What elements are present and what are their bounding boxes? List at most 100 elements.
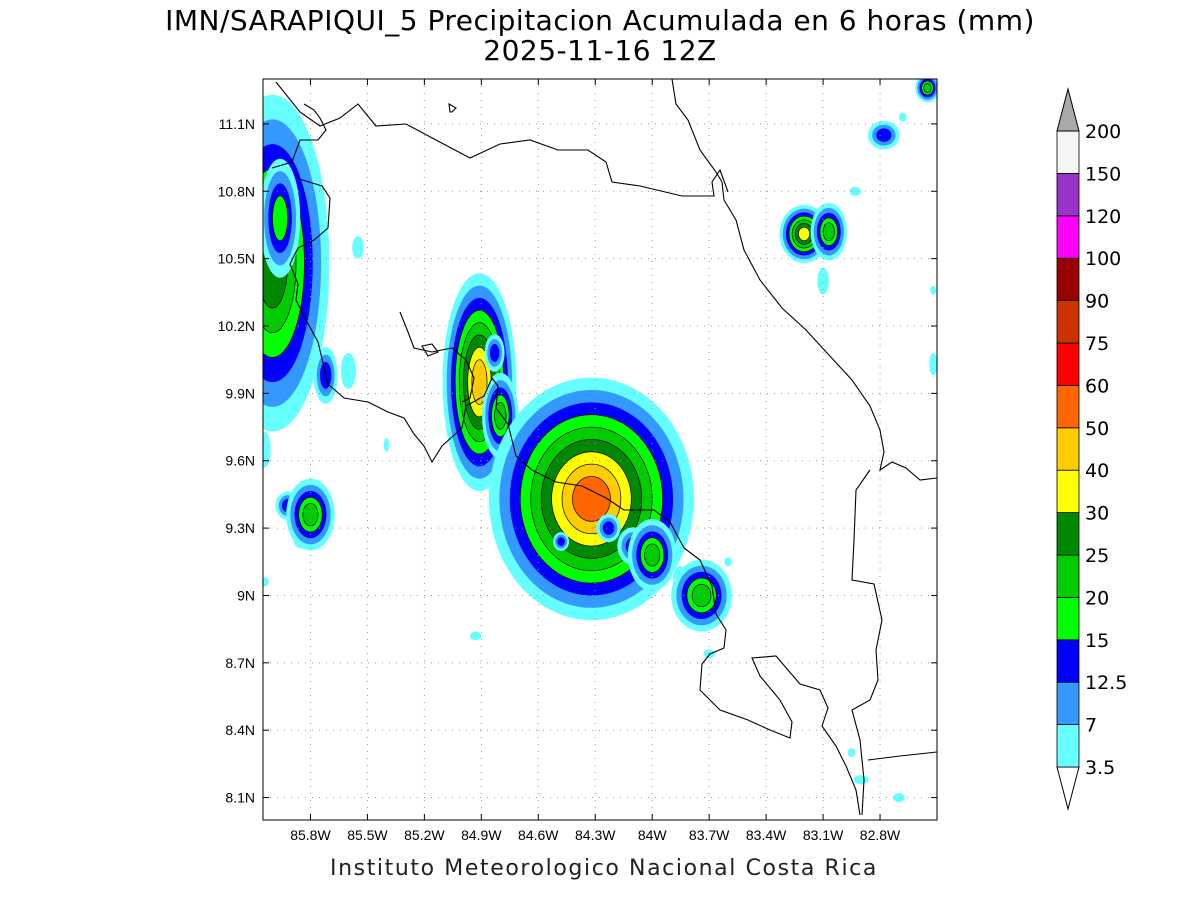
colorbar-swatch <box>1056 342 1080 386</box>
lon-tick-label: 84W <box>638 827 668 843</box>
precip-cell-light <box>340 352 357 389</box>
precip-cell-12-5mm <box>489 343 500 362</box>
lon-tick-label: 83.4W <box>746 827 787 843</box>
precip-cell-light <box>847 748 856 758</box>
colorbar-swatch <box>1056 300 1080 344</box>
lon-tick-label: 83.7W <box>689 827 730 843</box>
lon-tick-label: 84.3W <box>575 827 616 843</box>
colorbar-under-arrow <box>1056 766 1080 811</box>
colorbar-label: 40 <box>1085 460 1109 482</box>
colorbar-swatch <box>1056 427 1080 471</box>
map-axes: 85.8W 85.5W 85.2W 84.9W 84.6W 84.3W 84W 83.7W 83… <box>218 79 937 843</box>
precip-cell-light <box>469 631 482 641</box>
precip-cell-light <box>383 438 390 452</box>
colorbar-over-arrow <box>1056 87 1080 132</box>
precip-cell-15mm <box>272 195 289 242</box>
caribbean-coast <box>671 79 937 481</box>
map-plot-area <box>262 78 938 821</box>
colorbar-swatch <box>1056 257 1080 302</box>
colorbar-label: 90 <box>1085 291 1109 313</box>
institution-footer: Instituto Meteorologico Nacional Costa R… <box>330 856 878 881</box>
lon-tick-label: 85.5W <box>347 827 388 843</box>
lat-tick-label: 8.1N <box>225 790 255 806</box>
lat-tick-label: 10.2N <box>218 318 255 334</box>
map-title: IMN/SARAPIQUI_5 Precipitacion Acumulada … <box>165 4 1035 37</box>
colorbar-swatch <box>1056 512 1080 556</box>
lat-tick-label: 8.4N <box>225 722 255 738</box>
colorbar-label: 3.5 <box>1085 757 1115 779</box>
costa-rica-panama-border <box>851 469 883 816</box>
lon-tick-label: 84.9W <box>461 827 502 843</box>
precip-cell-light <box>263 577 269 587</box>
lon-tick-label: 85.8W <box>290 827 331 843</box>
lat-tick-label: 9.9N <box>225 385 255 401</box>
nicoya-island <box>421 343 439 357</box>
precip-cell-light <box>817 267 829 295</box>
colorbar-swatch <box>1056 172 1080 217</box>
colorbar-swatch <box>1056 554 1080 598</box>
lat-tick-label: 8.7N <box>225 655 255 671</box>
colorbar-swatch <box>1056 724 1080 768</box>
precip-cell-light <box>853 775 869 785</box>
colorbar-label: 25 <box>1085 545 1109 567</box>
colorbar-label: 200 <box>1085 121 1121 143</box>
colorbar-label: 50 <box>1085 418 1109 440</box>
colorbar-swatch <box>1056 469 1080 514</box>
precip-cell-light <box>899 112 907 122</box>
map-subtitle-date: 2025-11-16 12Z <box>483 34 717 67</box>
panama-coast <box>867 751 937 761</box>
colorbar-label: 12.5 <box>1085 672 1127 694</box>
precip-cell-40mm <box>471 359 488 405</box>
colorbar-label: 15 <box>1085 630 1109 652</box>
precip-cell-12-5mm <box>876 128 892 142</box>
colorbar-swatch <box>1056 681 1080 726</box>
precipitation-field <box>263 79 937 803</box>
precip-cell-20mm <box>691 583 712 608</box>
colorbar-swatch <box>1056 597 1080 641</box>
colorbar-swatch <box>1056 215 1080 259</box>
colorbar-swatch <box>1056 639 1080 683</box>
colorbar-label: 100 <box>1085 248 1121 270</box>
colorbar-label: 150 <box>1085 163 1121 185</box>
precip-cell-12-5mm <box>557 537 565 547</box>
precip-cell-light <box>893 793 905 803</box>
map-frame <box>262 78 938 821</box>
lat-tick-label: 10.5N <box>218 251 255 267</box>
colorbar-label: 120 <box>1085 206 1121 228</box>
precip-cell-light <box>263 431 271 468</box>
colorbar-label: 60 <box>1085 375 1109 397</box>
nicoya-gulf-inner <box>399 311 475 403</box>
precip-cell-light <box>724 557 732 567</box>
lake-island <box>448 102 457 113</box>
lat-tick-label: 11.1N <box>219 116 255 132</box>
lat-tick-label: 10.8N <box>218 183 255 199</box>
lat-tick-label: 9.3N <box>225 520 255 536</box>
colorbar-swatch <box>1056 384 1080 429</box>
precip-cell-20mm <box>923 83 932 93</box>
lat-tick-label: 9N <box>237 587 255 603</box>
lat-tick-label: 9.6N <box>225 453 255 469</box>
coastline-borders <box>271 79 937 816</box>
colorbar-label: 7 <box>1085 715 1097 737</box>
pacific-coast-guanacaste <box>271 103 861 816</box>
precip-cell-light <box>352 236 364 259</box>
lon-tick-label: 84.6W <box>518 827 559 843</box>
precip-cell-50mm <box>572 476 611 522</box>
precip-cell-light <box>849 186 862 196</box>
lon-tick-label: 83.1W <box>803 827 844 843</box>
lon-tick-label: 82.8W <box>860 827 901 843</box>
colorbar-label: 20 <box>1085 587 1109 609</box>
colorbar-label: 30 <box>1085 503 1109 525</box>
precip-cell-light <box>930 285 937 295</box>
lon-tick-label: 85.2W <box>404 827 445 843</box>
precip-cell-20mm <box>822 222 835 242</box>
map-gridlines <box>263 79 937 820</box>
precipitation-colorbar: 3.5 7 12.5 15 20 25 30 40 50 60 75 90 100 120 150 200 <box>1056 87 1127 811</box>
precip-cell-20mm <box>302 503 319 527</box>
precip-cell-12-5mm <box>602 521 615 535</box>
precip-cell-30mm <box>798 226 811 242</box>
precip-cell-light <box>929 352 937 376</box>
colorbar-swatch <box>1056 130 1080 174</box>
nicaragua-costa-rica-border <box>275 81 729 197</box>
